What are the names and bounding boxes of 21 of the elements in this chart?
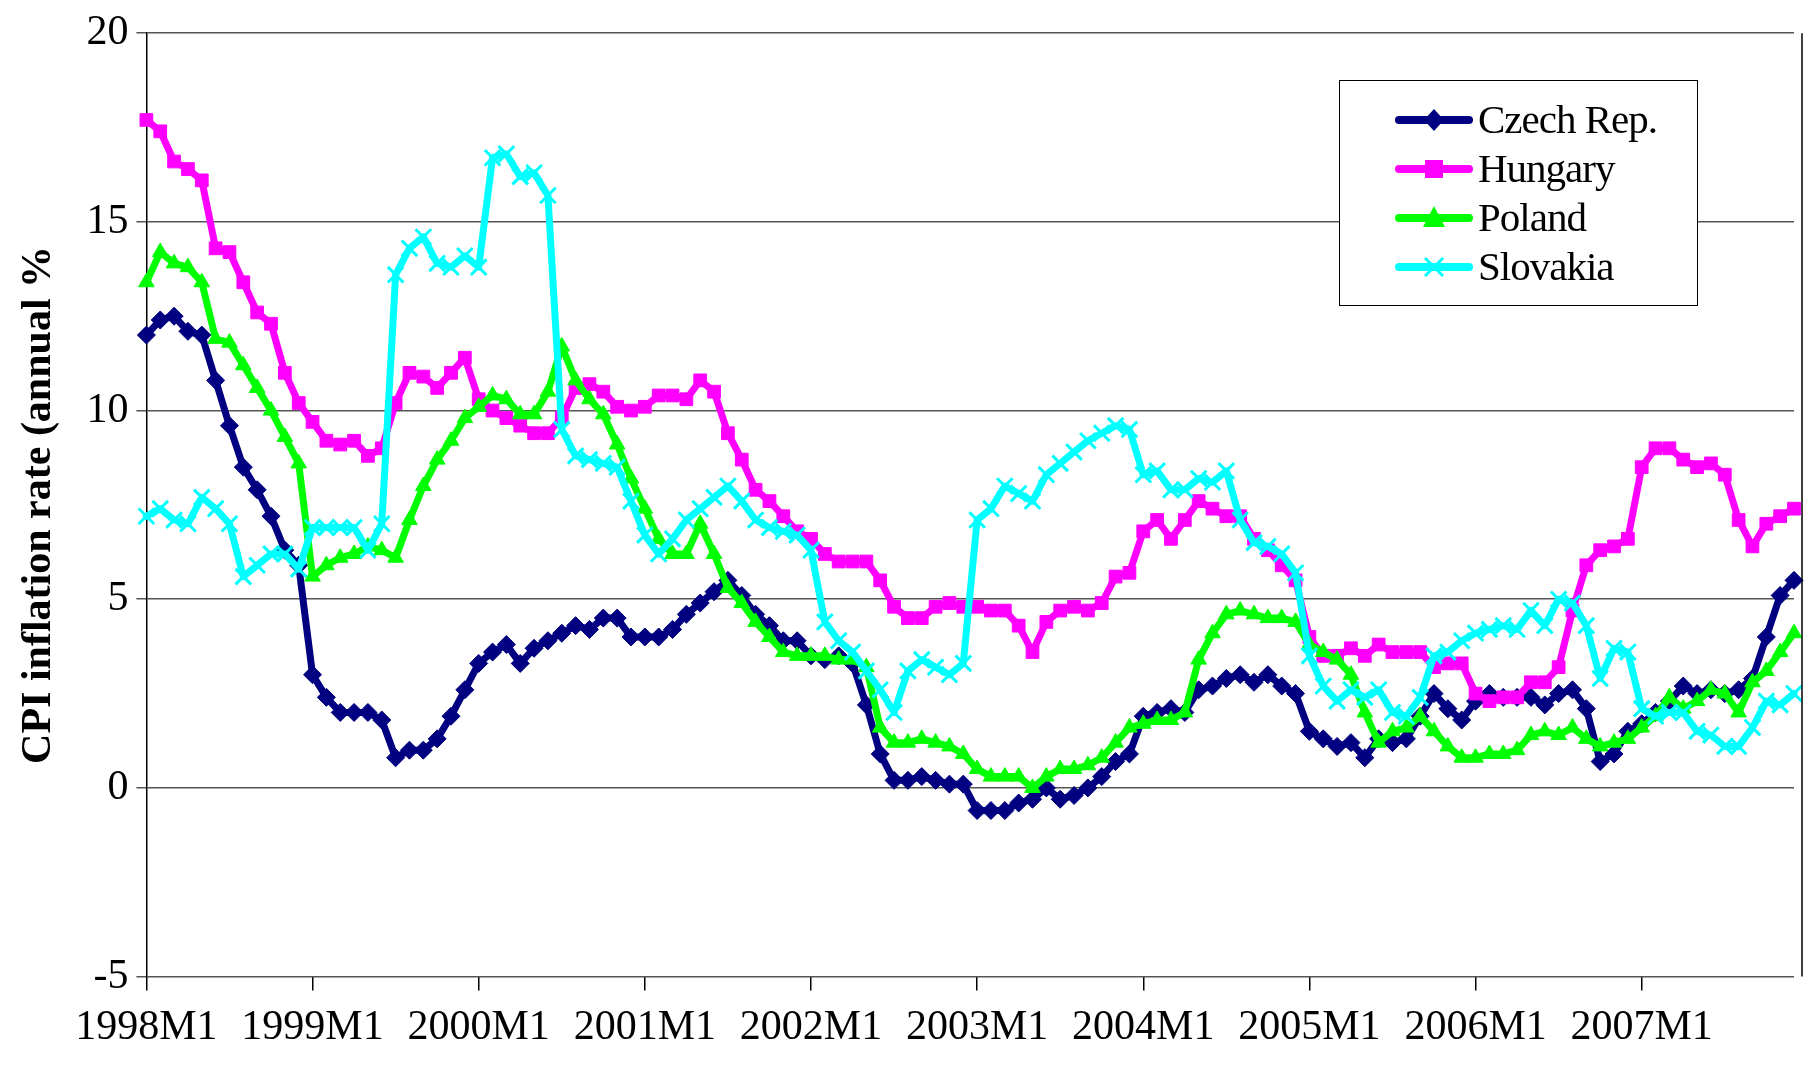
y-tick-label: 5 (107, 573, 129, 620)
x-tick-label: 2005M1 (1238, 1001, 1381, 1048)
x-tick-label: 2007M1 (1570, 1001, 1713, 1048)
legend-label: Slovakia (1478, 242, 1614, 292)
x-tick-label: 2003M1 (905, 1001, 1049, 1048)
y-axis-title: CPI inflation rate (annual % (13, 245, 61, 764)
y-tick-label: 15 (86, 195, 129, 242)
x-tick-label: 2006M1 (1404, 1001, 1547, 1048)
legend-label: Hungary (1478, 144, 1615, 194)
x-tick-label: 2000M1 (407, 1001, 550, 1048)
legend-label: Poland (1478, 193, 1586, 243)
x-tick-label: 1998M1 (75, 1001, 218, 1048)
x-tick-label: 2002M1 (739, 1001, 883, 1048)
x-tick-label: 2001M1 (573, 1001, 717, 1048)
y-tick-label: 0 (107, 761, 129, 808)
legend-label: Czech Rep. (1478, 95, 1657, 145)
x-tick-label: 2004M1 (1072, 1001, 1215, 1048)
y-tick-label: -5 (93, 950, 129, 997)
y-tick-label: 10 (86, 384, 129, 431)
y-tick-label: 20 (86, 7, 129, 54)
x-tick-label: 1999M1 (241, 1001, 384, 1048)
